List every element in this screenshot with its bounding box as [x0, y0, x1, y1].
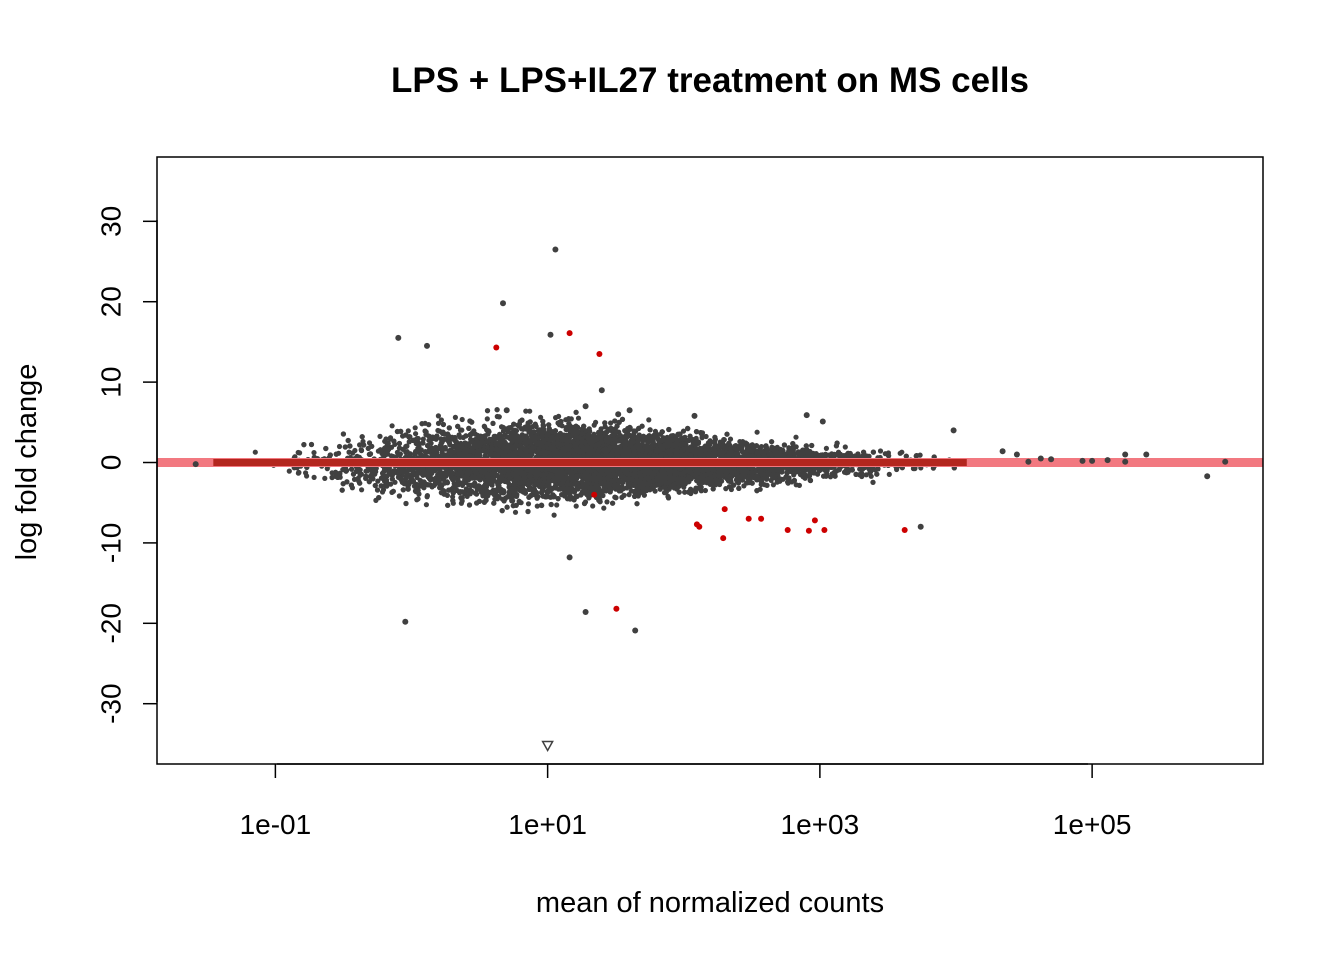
- cloud-point: [252, 449, 258, 455]
- cloud-point: [295, 449, 301, 456]
- cloud-point: [604, 499, 610, 505]
- cloud-point: [573, 503, 579, 509]
- cloud-point: [527, 408, 533, 414]
- cloud-point: [347, 443, 353, 449]
- cloud-point: [652, 488, 658, 494]
- cloud-point: [796, 482, 803, 488]
- cloud-point: [523, 408, 529, 414]
- cloud-point: [286, 468, 292, 474]
- cloud-point: [646, 417, 652, 423]
- cloud-point: [538, 414, 544, 420]
- cloud-point: [438, 417, 444, 423]
- cloud-point: [727, 436, 734, 442]
- cloud-point: [375, 478, 381, 484]
- cloud-point: [322, 475, 328, 481]
- cloud-point: [590, 503, 596, 509]
- cloud-point: [568, 416, 574, 422]
- cloud-point: [886, 471, 892, 477]
- cloud-point: [311, 474, 317, 480]
- cloud-point: [512, 509, 519, 515]
- cloud-point: [717, 481, 723, 488]
- cloud-point: [626, 492, 632, 498]
- cloud-point: [680, 428, 687, 434]
- cloud-point: [534, 503, 540, 509]
- cloud-point: [793, 434, 799, 440]
- cloud-point: [359, 487, 365, 493]
- cloud-point: [424, 494, 430, 500]
- cloud-point: [703, 433, 709, 440]
- cloud-point: [415, 496, 421, 502]
- cloud-point: [575, 415, 582, 421]
- cloud-point: [698, 488, 704, 494]
- cloud-point: [754, 429, 760, 435]
- cloud-point: [554, 502, 560, 508]
- cloud-point: [758, 444, 765, 450]
- cloud-point: [823, 445, 830, 451]
- cloud-point: [452, 414, 458, 420]
- cloud-point: [863, 472, 869, 478]
- cloud-point: [311, 450, 317, 456]
- chart-title: LPS + LPS+IL27 treatment on MS cells: [391, 61, 1029, 100]
- cloud-point: [435, 420, 442, 426]
- cloud-point: [525, 501, 532, 507]
- cloud-point: [413, 431, 419, 437]
- cloud-point: [563, 417, 569, 423]
